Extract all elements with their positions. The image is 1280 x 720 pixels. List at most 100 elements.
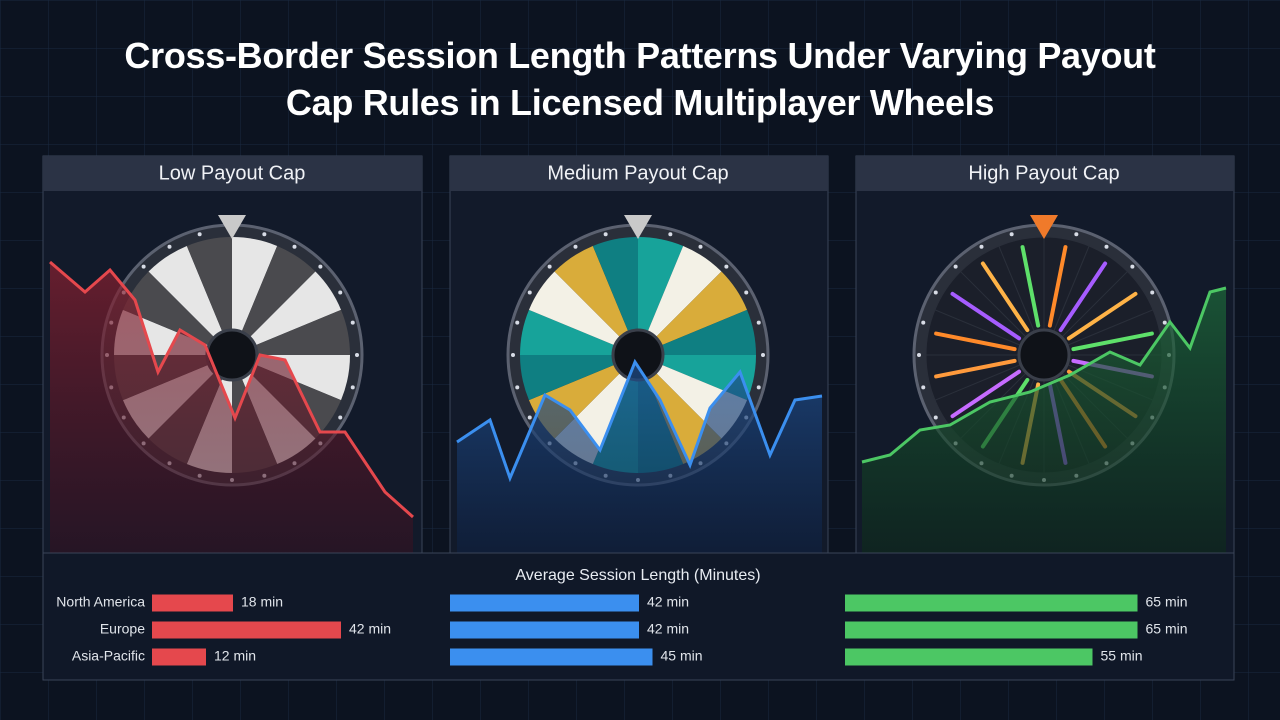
bar xyxy=(152,621,341,639)
wheel-pointer xyxy=(1030,215,1058,239)
bar xyxy=(152,594,233,612)
wheel-light xyxy=(698,244,703,249)
wheel-light xyxy=(262,232,267,237)
wheel-light xyxy=(744,290,749,295)
bar xyxy=(450,594,639,612)
wheel-light xyxy=(1104,244,1109,249)
category-label: Europe xyxy=(100,621,145,637)
trend-area xyxy=(50,262,413,553)
wheel-hub xyxy=(1017,328,1071,382)
wheel-spoke xyxy=(1047,245,1068,328)
panel-header xyxy=(43,156,422,191)
wheel-segment xyxy=(148,245,232,355)
wheel-light xyxy=(350,385,355,390)
wheel-light xyxy=(547,264,552,269)
wheel-segment xyxy=(638,271,748,355)
page-title: Cross-Border Session Length Patterns Und… xyxy=(124,35,1156,123)
value-label: 18 min xyxy=(241,594,283,610)
wheel-pointer xyxy=(218,215,246,239)
wheel-light xyxy=(756,385,761,390)
wheel-light xyxy=(350,320,355,325)
wheel-spoke xyxy=(934,358,1017,379)
wheel-light xyxy=(338,415,343,420)
value-label: 12 min xyxy=(214,648,256,664)
value-label: 42 min xyxy=(349,621,391,637)
bar xyxy=(152,648,206,666)
wheel-light xyxy=(141,264,146,269)
trend-line xyxy=(861,286,1227,464)
value-label: 65 min xyxy=(1146,621,1188,637)
bar xyxy=(450,648,653,666)
wheel-spoke xyxy=(950,369,1022,419)
wheel-segment xyxy=(528,271,638,355)
wheel-segment xyxy=(232,245,316,355)
trend-area xyxy=(862,288,1226,553)
wheel-light xyxy=(167,244,172,249)
wheel-light xyxy=(724,264,729,269)
series-name: Low Payout Cap xyxy=(159,162,306,184)
value-label: 42 min xyxy=(647,621,689,637)
panel-header xyxy=(856,156,1234,191)
wheel-light xyxy=(921,320,926,325)
wheel-light xyxy=(355,353,359,357)
wheel-light xyxy=(1074,232,1079,237)
wheel-light xyxy=(979,244,984,249)
wheel-segment xyxy=(592,237,638,355)
wheel-light xyxy=(917,353,921,357)
series-name: High Payout Cap xyxy=(968,162,1119,184)
trend-line xyxy=(49,260,414,519)
wheel-spoke xyxy=(934,331,1017,352)
wheel-light xyxy=(603,232,608,237)
wheel-segment xyxy=(122,271,232,355)
wheel-light xyxy=(515,385,520,390)
wheel-spoke xyxy=(1071,331,1154,352)
bar xyxy=(845,621,1138,639)
wheel-spoke xyxy=(1066,291,1138,341)
wheel-light xyxy=(933,415,938,420)
wheel-light xyxy=(318,264,323,269)
wheel-light xyxy=(511,353,515,357)
category-label: North America xyxy=(56,594,145,610)
wheel-light xyxy=(933,290,938,295)
wheel-light xyxy=(197,232,202,237)
wheel-light xyxy=(515,320,520,325)
series-name: Medium Payout Cap xyxy=(547,162,728,184)
wheel-segment xyxy=(232,271,342,355)
wheel-light xyxy=(953,264,958,269)
bar xyxy=(845,648,1093,666)
trend-decor xyxy=(49,260,1227,553)
wheel-light xyxy=(1150,290,1155,295)
wheel-light xyxy=(527,290,532,295)
bar xyxy=(845,594,1138,612)
wheel-segment xyxy=(638,237,684,355)
wheel-light xyxy=(1162,320,1167,325)
wheel-pointer xyxy=(624,215,652,239)
wheel-segment xyxy=(232,237,278,355)
wheel-spoke xyxy=(1020,245,1041,328)
wheel-spoke xyxy=(950,291,1022,341)
trend-area xyxy=(457,362,822,553)
value-label: 42 min xyxy=(647,594,689,610)
category-label: Asia-Pacific xyxy=(72,648,145,664)
wheel-segment xyxy=(520,355,638,401)
panel-header xyxy=(450,156,828,191)
wheel-segment xyxy=(520,309,638,355)
wheel-segment xyxy=(638,309,756,355)
wheel-light xyxy=(761,353,765,357)
wheel-light xyxy=(921,385,926,390)
value-label: 65 min xyxy=(1146,594,1188,610)
wheel-light xyxy=(338,290,343,295)
value-label: 45 min xyxy=(661,648,703,664)
wheel-segment xyxy=(638,245,722,355)
wheel-spoke xyxy=(1058,261,1108,333)
bar xyxy=(450,621,639,639)
value-label: 55 min xyxy=(1101,648,1143,664)
wheel-light xyxy=(1130,264,1135,269)
wheel-spoke xyxy=(980,261,1030,333)
wheel-segment xyxy=(554,245,638,355)
wheel-light xyxy=(668,232,673,237)
chart-title: Average Session Length (Minutes) xyxy=(515,567,760,584)
wheel-light xyxy=(573,244,578,249)
